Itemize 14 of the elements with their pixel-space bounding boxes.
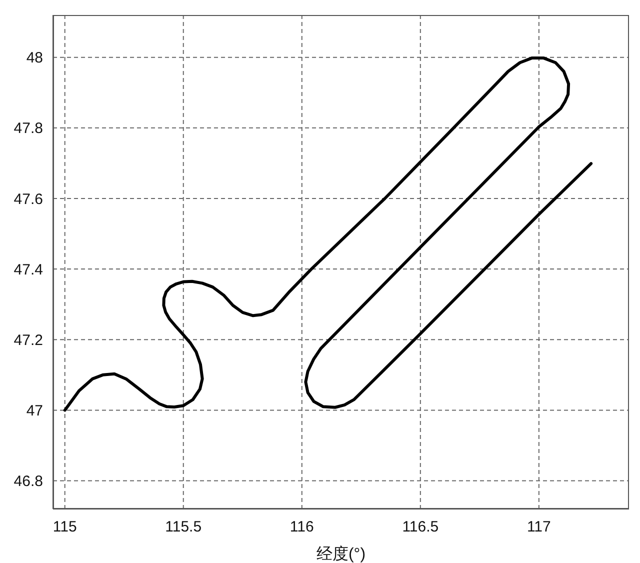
y-tick-label: 47: [26, 402, 43, 420]
x-axis-title: 经度(°): [316, 545, 366, 563]
x-tick-label: 116: [290, 518, 314, 536]
x-tick-label: 116.5: [402, 518, 439, 536]
y-tick-label: 47.4: [14, 261, 43, 278]
y-tick-label: 46.8: [14, 473, 43, 490]
x-tick-label: 115.5: [165, 518, 202, 536]
line-series: [63, 56, 593, 412]
y-tick-label: 47.6: [14, 190, 43, 208]
x-tick-label: 117: [526, 518, 551, 536]
y-tick-label: 47.8: [14, 120, 43, 138]
y-tick-label: 47.2: [14, 332, 43, 349]
x-tick-label: 115: [52, 518, 77, 536]
y-tick-label: 48: [26, 50, 43, 67]
